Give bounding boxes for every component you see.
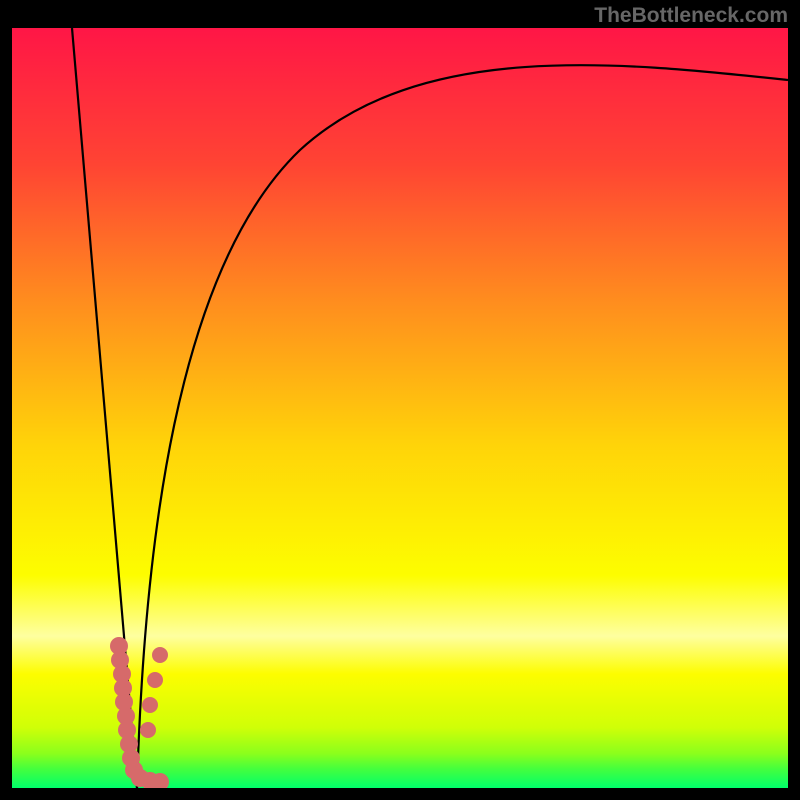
watermark-text: TheBottleneck.com (594, 4, 788, 28)
data-marker (147, 672, 163, 688)
chart-container: TheBottleneck.com (0, 0, 800, 800)
data-marker (140, 722, 156, 738)
data-marker (142, 697, 158, 713)
chart-svg (0, 0, 800, 800)
data-marker (152, 647, 168, 663)
